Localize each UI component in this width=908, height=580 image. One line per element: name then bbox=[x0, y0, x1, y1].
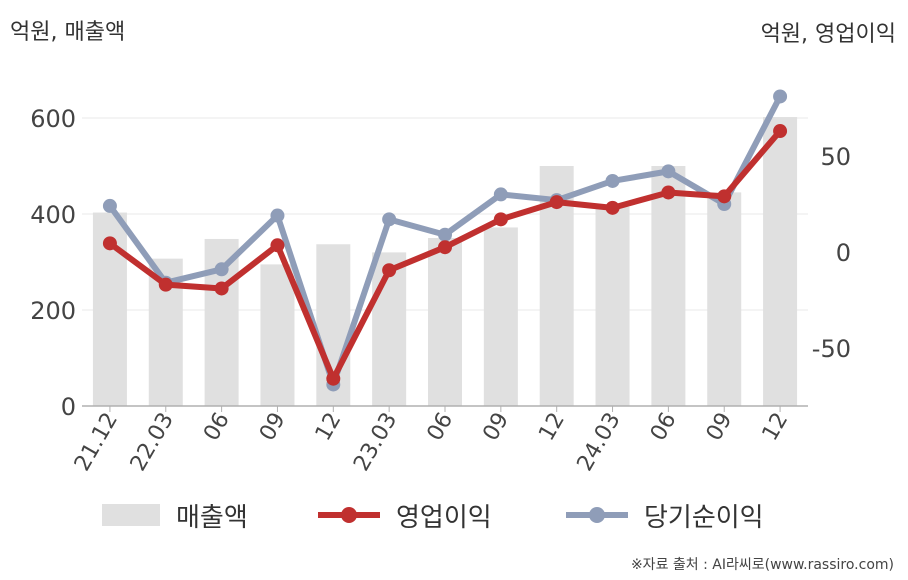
left-tick-label: 0 bbox=[61, 393, 76, 421]
legend-swatch-operating-profit bbox=[318, 500, 380, 530]
x-tick-label: 12 bbox=[758, 409, 794, 446]
left-tick-label: 200 bbox=[30, 297, 76, 325]
x-tick-label: 06 bbox=[646, 409, 682, 446]
revenue-bar bbox=[428, 238, 462, 406]
x-tick-label: 22.03 bbox=[126, 409, 179, 476]
revenue-bar bbox=[595, 206, 630, 406]
legend: 매출액 영업이익 당기순이익 bbox=[0, 495, 908, 535]
right-tick-label: -50 bbox=[812, 335, 851, 363]
right-axis-unit: 억원, 영업이익 bbox=[760, 22, 896, 47]
right-tick-label: 0 bbox=[836, 239, 851, 267]
revenue-bar bbox=[651, 166, 686, 406]
revenue-bar bbox=[372, 252, 407, 406]
revenue-bar bbox=[763, 117, 798, 406]
legend-swatch-revenue bbox=[102, 504, 160, 526]
legend-swatch-net-income bbox=[566, 500, 628, 530]
operating-profit-point bbox=[326, 371, 341, 386]
operating-profit-point bbox=[382, 263, 397, 278]
x-tick-label: 23.03 bbox=[349, 409, 402, 476]
revenue-bars bbox=[92, 117, 798, 406]
legend-label-operating-profit: 영업이익 bbox=[396, 502, 492, 533]
net-income-point bbox=[382, 212, 397, 227]
revenue-bar bbox=[707, 192, 742, 406]
x-tick-label: 06 bbox=[423, 409, 459, 446]
operating-profit-point bbox=[549, 195, 564, 210]
operating-profit-point bbox=[605, 200, 620, 215]
operating-profit-point bbox=[717, 189, 732, 204]
net-income-point bbox=[493, 187, 508, 202]
revenue-bar bbox=[483, 227, 518, 406]
x-tick-label: 12 bbox=[534, 409, 570, 446]
left-axis-unit: 억원, 매출액 bbox=[10, 20, 126, 45]
legend-item-net-income: 당기순이익 bbox=[566, 495, 764, 535]
axes bbox=[82, 405, 808, 412]
left-tick-label: 400 bbox=[30, 201, 76, 229]
net-income-point bbox=[102, 198, 117, 213]
net-income-point bbox=[438, 227, 452, 242]
net-income-point bbox=[661, 164, 676, 179]
x-tick-label: 09 bbox=[702, 409, 738, 446]
profit-lines bbox=[102, 89, 788, 392]
operating-profit-point bbox=[270, 238, 285, 253]
operating-profit-point bbox=[214, 281, 229, 296]
legend-item-revenue: 매출액 bbox=[102, 495, 248, 535]
net-income-point bbox=[214, 262, 229, 277]
x-tick-label: 21.12 bbox=[70, 409, 123, 476]
net-income-point bbox=[270, 208, 285, 223]
operating-profit-point bbox=[493, 212, 508, 227]
operating-profit-point bbox=[661, 185, 676, 200]
x-tick-label: 24.03 bbox=[573, 409, 626, 476]
operating-profit-point bbox=[773, 124, 788, 139]
source-note: ※자료 출처 : AI라씨로(www.rassiro.com) bbox=[630, 557, 894, 573]
left-tick-label: 600 bbox=[30, 105, 76, 133]
operating-profit-point bbox=[438, 240, 452, 255]
legend-label-revenue: 매출액 bbox=[176, 502, 248, 533]
x-tick-label: 06 bbox=[199, 409, 235, 446]
operating-profit-point bbox=[102, 236, 117, 251]
net-income-point bbox=[773, 89, 788, 104]
x-tick-label: 09 bbox=[255, 409, 291, 446]
revenue-bar bbox=[260, 264, 295, 406]
operating-profit-point bbox=[158, 277, 173, 292]
legend-label-net-income: 당기순이익 bbox=[644, 502, 764, 533]
x-tick-label: 09 bbox=[478, 409, 514, 446]
x-tick-label: 12 bbox=[311, 409, 347, 446]
legend-item-operating-profit: 영업이익 bbox=[318, 495, 492, 535]
net-income-point bbox=[605, 173, 620, 188]
right-tick-label: 50 bbox=[820, 143, 851, 171]
